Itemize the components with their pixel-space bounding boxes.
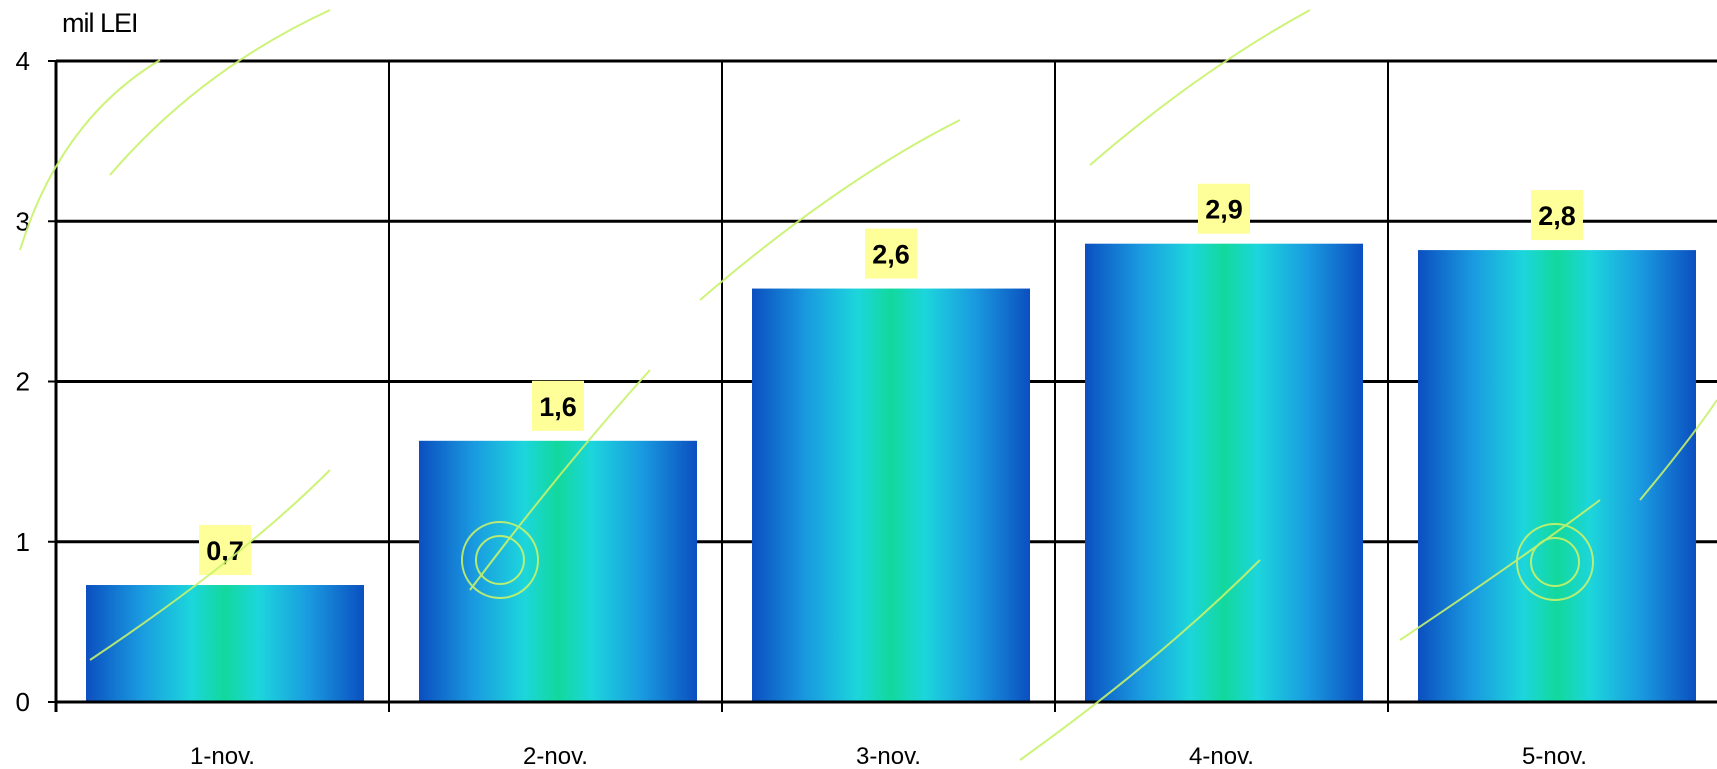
y-tick-label: 2 — [16, 367, 30, 397]
bar-3-nov. — [752, 288, 1030, 702]
watermark-stroke — [1399, 499, 1601, 641]
watermark-copyright-inner — [1530, 537, 1580, 587]
watermark — [19, 9, 1717, 761]
y-tick-label: 3 — [16, 206, 30, 236]
watermark-stroke — [89, 469, 331, 661]
x-tick-label: 5-nov. — [1522, 743, 1587, 769]
watermark-stroke — [19, 59, 161, 251]
data-label: 2,6 — [872, 240, 910, 270]
x-tick-label: 2-nov. — [523, 743, 588, 769]
data-label-box — [199, 525, 251, 576]
data-labels: 0,7 1,6 2,6 2,9 2,8 — [199, 183, 1583, 576]
data-label-box — [865, 228, 917, 279]
y-tick-label: 1 — [16, 527, 30, 557]
data-label: 1,6 — [539, 392, 577, 422]
y-tick-label: 4 — [16, 46, 30, 76]
watermark-stroke — [1089, 9, 1311, 166]
bar-1-nov. — [86, 585, 364, 702]
bar-2-nov. — [419, 440, 697, 702]
y-unit-label: mil LEI — [62, 8, 139, 38]
watermark-stroke — [109, 9, 331, 176]
axes: 0 1 2 3 4 1-nov. 2-nov. 3-nov. 4-nov. 5-nov. — [16, 46, 1717, 769]
x-tick-label: 1-nov. — [190, 743, 255, 769]
bar-4-nov. — [1085, 243, 1363, 702]
x-tick-label: 4-nov. — [1189, 743, 1254, 769]
watermark-stroke — [699, 119, 961, 301]
data-label: 2,8 — [1538, 201, 1576, 231]
data-label: 2,9 — [1205, 195, 1243, 225]
watermark-copyright-ring — [461, 521, 539, 599]
watermark-stroke — [469, 369, 651, 591]
x-tick-label: 3-nov. — [856, 743, 921, 769]
data-label: 0,7 — [206, 536, 244, 566]
bar-5-nov. — [1418, 250, 1696, 702]
data-label-box — [1198, 183, 1250, 234]
y-tick-label: 0 — [16, 687, 30, 717]
watermark-copyright-ring — [1516, 523, 1594, 601]
watermark-copyright-inner — [475, 535, 525, 585]
bars — [86, 243, 1696, 702]
data-label-box — [532, 380, 584, 431]
watermark-stroke — [1019, 559, 1261, 761]
watermark-stroke — [1639, 399, 1717, 501]
data-label-box — [1531, 190, 1583, 241]
